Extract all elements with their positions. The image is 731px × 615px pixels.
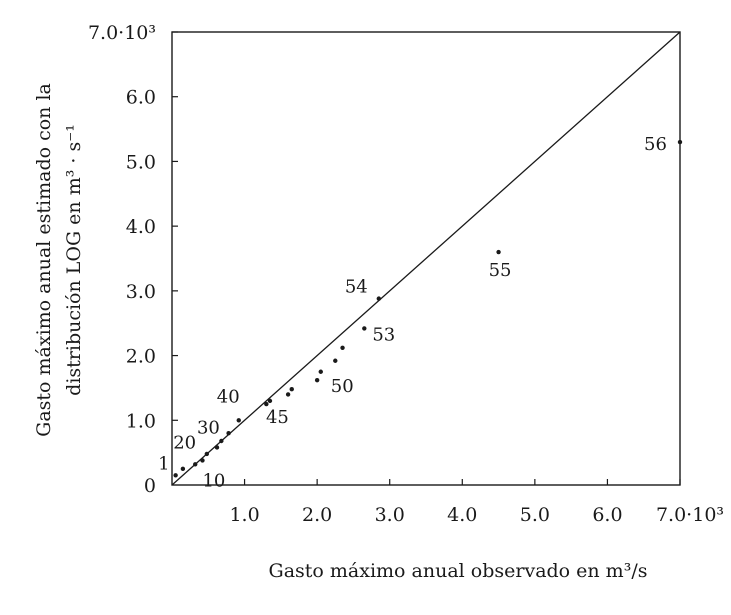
x-tick-label: 7.0·10³ [656,504,724,526]
data-point [285,392,291,397]
y-tick-group: 0 1.0 2.0 3.0 4.0 5.0 6.0 7.0·10³ [88,22,178,497]
y-tick-label: 3.0 [126,281,156,303]
point-label: 20 [173,432,196,453]
y-axis-title-line-2: distribución LOG en m³ · s⁻¹ [63,124,85,396]
data-point [236,418,241,423]
data-point [219,438,224,444]
y-tick-label: 5.0 [126,151,156,173]
point-label: 50 [331,376,354,397]
x-tick-label: 3.0 [375,504,405,526]
data-point [226,431,231,436]
y-tick-label: 2.0 [126,346,156,368]
point-label: 10 [202,470,225,491]
y-tick-label: 4.0 [126,216,156,238]
x-tick-group: 1.0 2.0 3.0 4.0 5.0 6.0 7.0·10³ [229,479,724,526]
reference-line-group [171,31,681,486]
x-tick-label: 6.0 [592,504,622,526]
x-tick-label: 4.0 [447,504,477,526]
data-point [180,466,186,472]
data-point [289,387,294,392]
points-group [173,139,683,478]
reference-line [171,31,681,486]
data-point [264,401,269,407]
point-label: 1 [158,453,169,474]
x-tick-label: 2.0 [302,504,332,526]
data-point [362,326,367,331]
data-point [314,377,320,383]
data-point [318,369,323,374]
data-point [204,451,210,457]
data-point [496,249,501,255]
point-label: 45 [266,407,289,428]
data-point [200,458,205,463]
plot-frame [171,31,681,486]
point-label: 30 [197,417,220,438]
point-label: 40 [217,386,240,407]
data-point [214,445,220,450]
y-tick-label: 1.0 [126,410,156,432]
x-tick-label: 5.0 [520,504,550,526]
point-label: 54 [345,277,368,298]
data-point [267,398,273,404]
point-label: 56 [644,134,667,155]
data-point [333,358,338,363]
y-tick-label: 7.0·10³ [88,22,156,44]
y-tick-label: 0 [144,475,156,497]
data-point [376,296,382,301]
point-label: 55 [489,260,512,281]
y-tick-label: 6.0 [126,87,156,109]
y-axis-title-line-1: Gasto máximo anual estimado con la [33,83,55,437]
data-point [193,462,198,467]
point-label: 53 [372,324,395,345]
data-point [340,345,345,351]
x-axis-title: Gasto máximo anual observado en m³/s [269,560,648,582]
x-tick-label: 1.0 [229,504,259,526]
data-point [173,473,178,478]
data-point [677,139,683,145]
axes [171,31,681,486]
